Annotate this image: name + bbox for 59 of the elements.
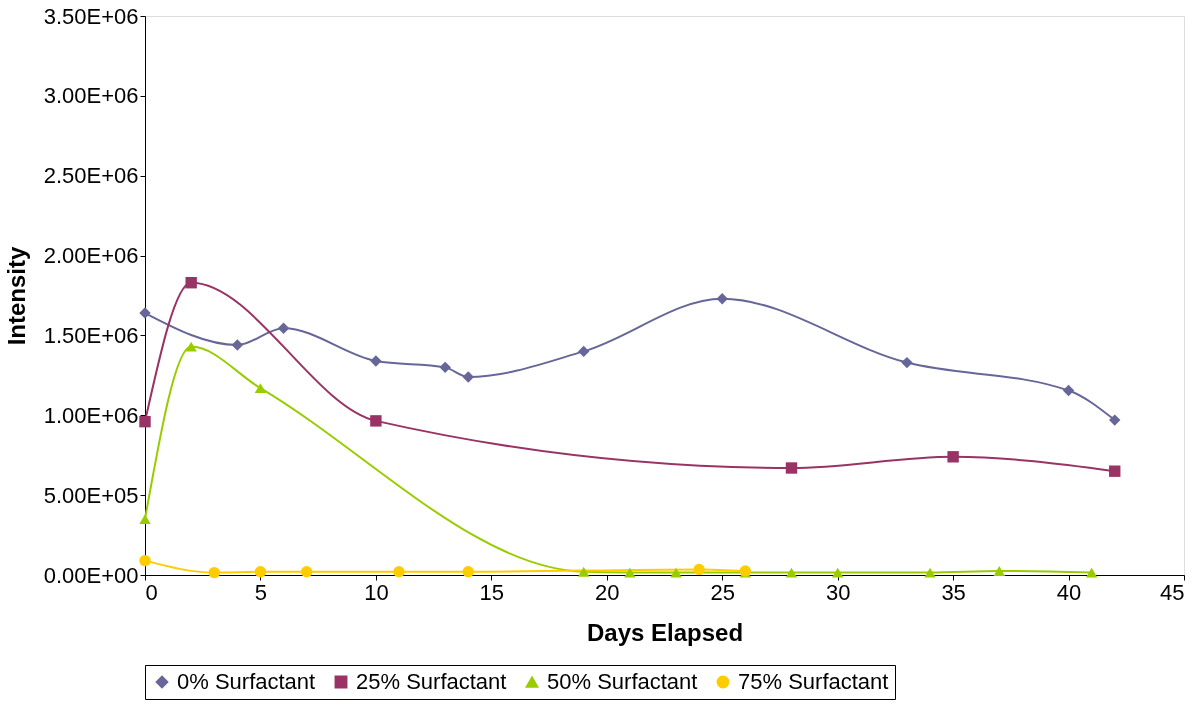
x-tick-label: 25 bbox=[710, 579, 735, 605]
x-tick-label: 35 bbox=[941, 579, 966, 605]
y-tick-label: 2.00E+06 bbox=[43, 243, 139, 269]
point bbox=[393, 566, 405, 578]
point bbox=[1109, 414, 1121, 426]
x-tick-label: 20 bbox=[595, 579, 620, 605]
point bbox=[439, 361, 451, 374]
legend-label: 75% Surfactant bbox=[738, 669, 889, 694]
point bbox=[208, 566, 220, 579]
point bbox=[277, 322, 290, 334]
point bbox=[231, 339, 244, 351]
point bbox=[1109, 465, 1121, 477]
point bbox=[924, 567, 936, 578]
x-axis-title: Days Elapsed bbox=[586, 618, 744, 646]
point bbox=[370, 415, 382, 427]
point bbox=[693, 563, 705, 576]
point bbox=[139, 514, 151, 525]
point bbox=[831, 567, 844, 578]
y-tick-label: 1.00E+06 bbox=[43, 402, 139, 428]
point bbox=[139, 554, 151, 567]
point bbox=[185, 277, 197, 289]
legend-label: 0% Surfactant bbox=[177, 669, 316, 694]
point bbox=[624, 567, 636, 578]
point bbox=[300, 566, 313, 578]
point bbox=[185, 341, 197, 352]
point bbox=[1085, 567, 1098, 578]
y-tick-label: 2.50E+06 bbox=[43, 163, 139, 189]
point bbox=[716, 292, 728, 305]
y-tick-label: 0.00E+00 bbox=[43, 562, 139, 588]
point bbox=[139, 307, 151, 319]
y-tick-label: 3.00E+06 bbox=[43, 83, 139, 109]
point bbox=[139, 415, 151, 428]
point bbox=[462, 566, 474, 578]
point bbox=[462, 371, 474, 383]
point bbox=[254, 383, 267, 394]
point bbox=[577, 566, 590, 577]
x-tick-label: 5 bbox=[254, 579, 268, 605]
x-tick-label: 15 bbox=[479, 579, 505, 605]
point bbox=[370, 355, 382, 367]
point bbox=[785, 462, 798, 474]
y-tick-label: 1.50E+06 bbox=[43, 322, 139, 348]
point bbox=[785, 567, 798, 578]
point bbox=[254, 566, 267, 578]
point bbox=[947, 451, 959, 463]
y-tick-label: 5.00E+05 bbox=[43, 482, 139, 508]
x-tick-label: 0 bbox=[145, 579, 158, 605]
point bbox=[577, 345, 590, 358]
x-tick-label: 40 bbox=[1056, 579, 1082, 605]
point bbox=[1062, 384, 1075, 397]
point bbox=[670, 567, 682, 578]
x-tick-label: 30 bbox=[825, 579, 851, 605]
x-tick-label: 45 bbox=[1160, 579, 1185, 605]
x-tick-label: 10 bbox=[364, 579, 389, 605]
y-axis-title: Intensity bbox=[2, 246, 30, 346]
legend-label: 25% Surfactant bbox=[356, 669, 507, 694]
y-tick-label: 3.50E+06 bbox=[43, 3, 139, 29]
point bbox=[901, 356, 913, 369]
point bbox=[993, 566, 1005, 576]
legend-label: 50% Surfactant bbox=[547, 669, 698, 694]
